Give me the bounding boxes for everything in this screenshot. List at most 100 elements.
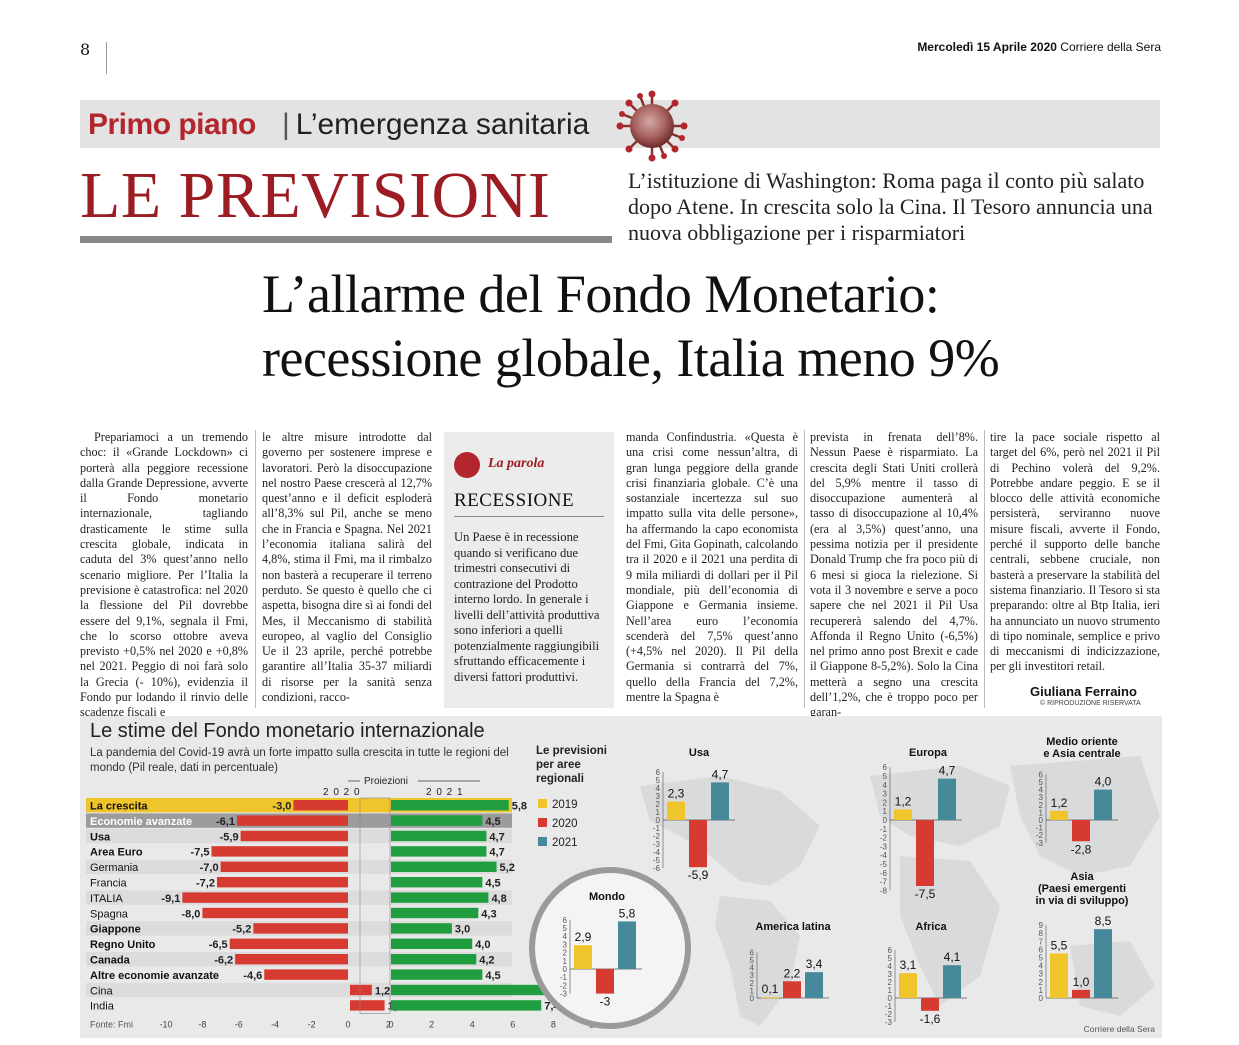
region-tick: 6	[1039, 770, 1044, 779]
region-value-label: 2,2	[784, 966, 801, 980]
region-tick: -1	[560, 973, 568, 982]
region-title: (Paesi emergenti	[1038, 883, 1126, 895]
axis-tick-2020: 0	[345, 1020, 350, 1030]
region-tick: 5	[750, 956, 755, 965]
region-value-label: 5,5	[1051, 938, 1068, 952]
region-value-label: -2,8	[1071, 842, 1092, 856]
region-value-label: -3	[600, 995, 611, 1009]
region-bar	[938, 778, 956, 820]
bar-2020	[235, 954, 348, 965]
region-tick: 7	[1039, 937, 1044, 946]
author: Giuliana Ferraino	[1030, 684, 1137, 699]
region-bar	[689, 820, 707, 868]
region-title: in via di sviluppo)	[1036, 895, 1129, 907]
newspaper-name: Corriere della Sera	[1060, 40, 1161, 54]
country-label: Giappone	[90, 924, 141, 936]
region-tick: 5	[656, 776, 661, 785]
region-tick: 1	[656, 808, 661, 817]
bar-2021	[391, 938, 473, 949]
bar-2021	[391, 954, 477, 965]
region-tick: 4	[888, 962, 893, 971]
article-column-2: le altre misure introdotte dal governo p…	[262, 430, 432, 705]
infographic-subtitle: La pandemia del Covid-19 avrà un forte i…	[90, 747, 509, 774]
region-tick: 4	[656, 784, 661, 793]
year-header-2021: 2 0 2 1	[426, 787, 464, 798]
country-label: Economie avanzate	[90, 816, 192, 828]
region-title: Asia	[1070, 871, 1094, 883]
legend-label: 2019	[552, 799, 578, 811]
country-label: Canada	[90, 955, 131, 967]
region-tick: 4	[750, 964, 755, 973]
region-title: Mondo	[589, 891, 625, 903]
value-label-2020: -4,6	[243, 970, 262, 982]
region-tick: -8	[880, 886, 888, 895]
country-label: ITALIA	[90, 893, 123, 905]
region-tick: 4	[1039, 962, 1044, 971]
bar-2021	[391, 907, 479, 919]
region-tick: 0	[1039, 994, 1044, 1003]
region-tick: -2	[880, 834, 888, 843]
region-bar	[1072, 820, 1090, 842]
projection-column	[359, 797, 391, 1014]
region-tick: 3	[1039, 793, 1044, 802]
region-tick: -4	[653, 848, 661, 857]
region-tick: -3	[885, 1018, 893, 1027]
bar-2020	[350, 1000, 385, 1011]
axis-tick-2021: 4	[470, 1020, 475, 1030]
value-label-2020: -5,9	[220, 831, 239, 843]
value-label-2021: 4,0	[475, 939, 490, 951]
region-tick: 1	[888, 986, 893, 995]
region-tick: 8	[1039, 929, 1044, 938]
region-tick: 6	[563, 916, 568, 925]
infographic-title: Le stime del Fondo monetario internazion…	[90, 720, 485, 742]
region-title: America latina	[755, 921, 831, 933]
map-continent	[1070, 941, 1155, 1016]
axis-tick-2021: 6	[510, 1020, 515, 1030]
region-tick: -5	[880, 860, 888, 869]
legend-swatch	[538, 837, 547, 846]
date-line: Mercoledì 15 Aprile 2020 Corriere della …	[917, 40, 1161, 54]
value-label-2020: 1,2	[375, 985, 390, 997]
issue-date: Mercoledì 15 Aprile 2020	[917, 40, 1057, 54]
region-title: Europa	[909, 747, 948, 759]
region-tick: -2	[653, 832, 661, 841]
infographic: Le stime del Fondo monetario internazion…	[80, 716, 1162, 1038]
region-tick: 1	[750, 986, 755, 995]
coronavirus-icon	[616, 90, 688, 162]
region-tick: -1	[653, 824, 661, 833]
region-tick: 2	[888, 978, 893, 987]
region-tick: 6	[656, 768, 661, 777]
region-value-label: 3,1	[900, 958, 917, 972]
value-label-2020: -6,2	[214, 955, 233, 967]
parola-definition: Un Paese è in recessione quando si verif…	[454, 530, 600, 684]
country-label: India	[90, 1001, 115, 1013]
value-label-2020: -5,2	[232, 924, 251, 936]
legend-swatch	[538, 799, 547, 808]
region-tick: 3	[888, 970, 893, 979]
region-title: Usa	[689, 747, 710, 759]
region-bar	[1094, 929, 1112, 998]
region-value-label: 2,3	[668, 787, 685, 801]
region-tick: 6	[1039, 945, 1044, 954]
value-label-2021: 4,5	[485, 878, 500, 890]
bar-2020	[293, 800, 348, 811]
country-label: Germania	[90, 862, 139, 874]
region-title: Africa	[915, 921, 947, 933]
region-tick: 3	[1039, 970, 1044, 979]
country-label: Usa	[90, 831, 111, 843]
region-bar	[894, 809, 912, 820]
bar-2020	[229, 938, 348, 949]
column-divider	[984, 430, 985, 708]
value-label-2021: 4,2	[479, 955, 494, 967]
region-tick: -5	[653, 856, 661, 865]
bar-2020	[264, 969, 348, 980]
region-tick: -1	[1036, 824, 1044, 833]
region-tick: 2	[656, 800, 661, 809]
axis-tick-2020: -4	[271, 1020, 279, 1030]
region-tick: 5	[1039, 778, 1044, 787]
region-tick: 3	[656, 792, 661, 801]
axis-tick-2020: -2	[308, 1020, 316, 1030]
